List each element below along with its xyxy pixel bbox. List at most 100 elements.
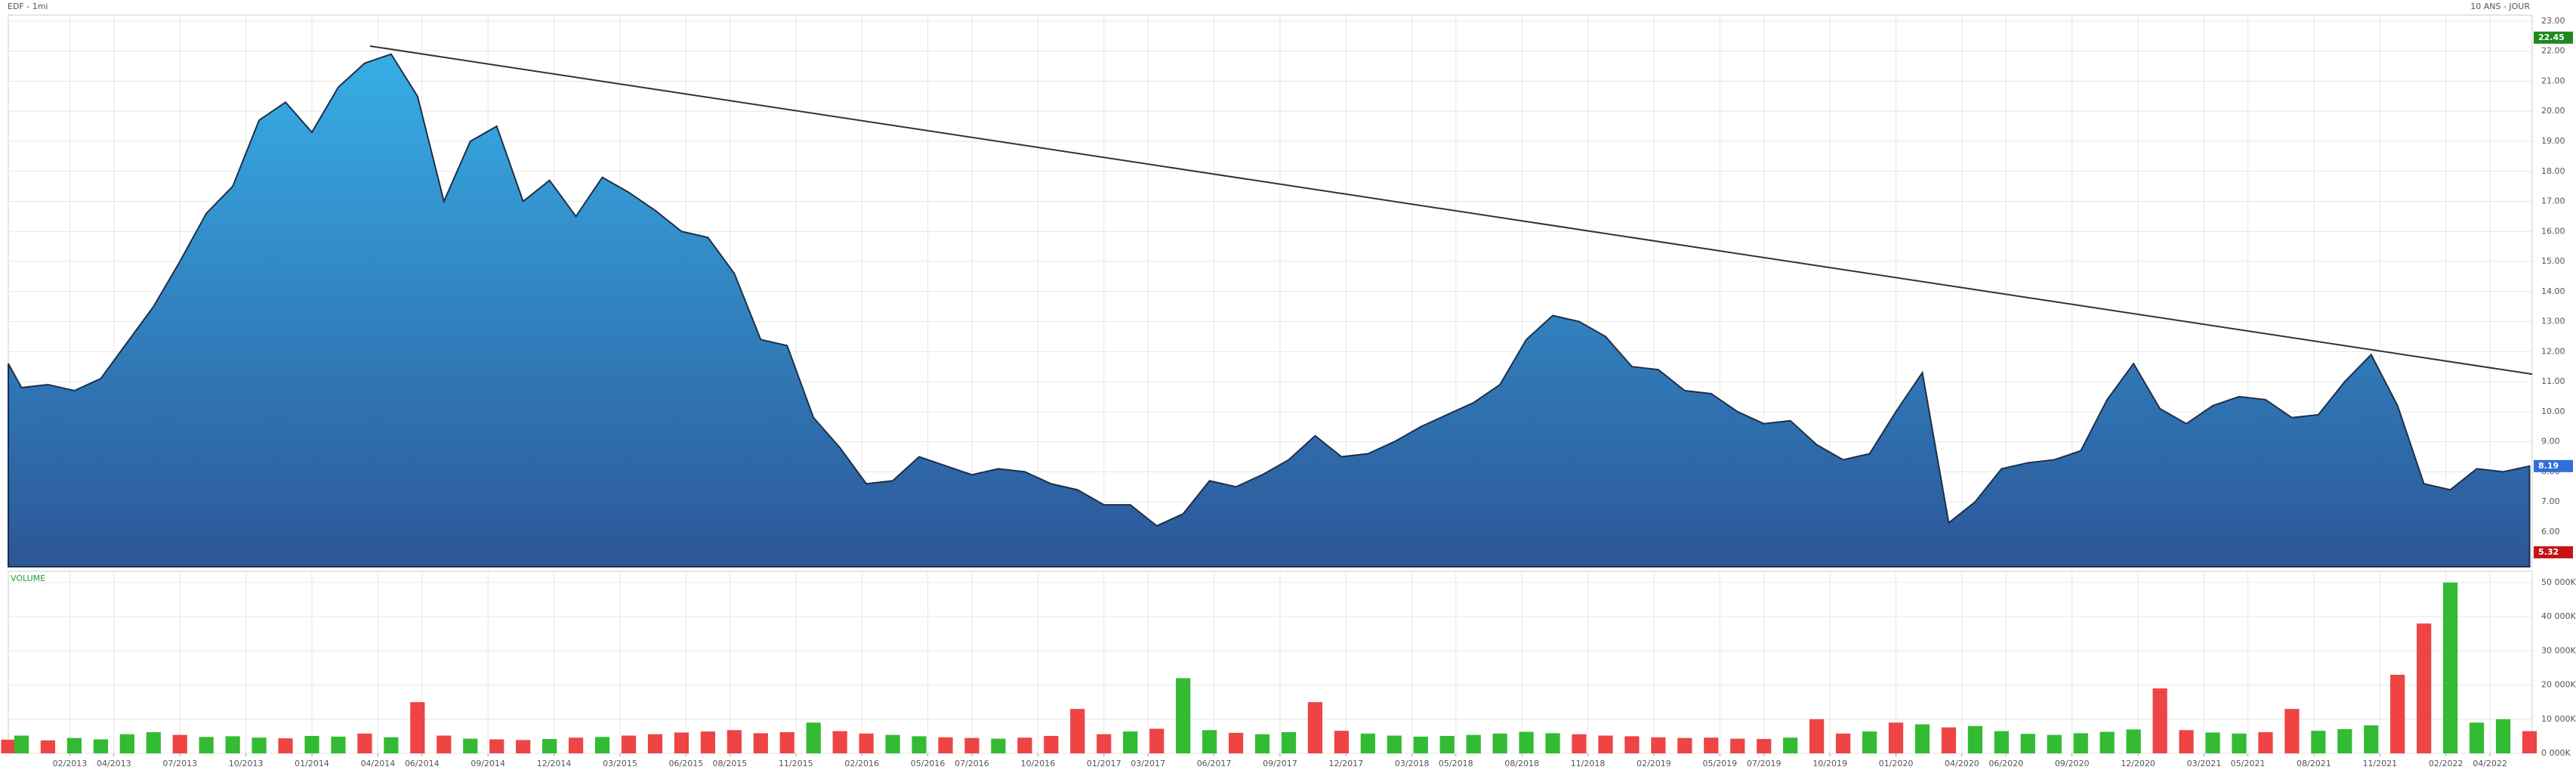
volume-bar — [779, 731, 794, 753]
volume-tick-label: 0 000K — [2541, 748, 2571, 758]
y-tick-label: 20.00 — [2541, 106, 2565, 116]
x-tick-label: 07/2016 — [955, 759, 989, 768]
x-tick-label: 08/2018 — [1504, 759, 1539, 768]
x-tick-label: 07/2019 — [1747, 759, 1782, 768]
x-tick-label: 10/2013 — [229, 759, 264, 768]
volume-bar — [1677, 737, 1692, 753]
volume-bar — [1783, 737, 1798, 753]
y-tick-label: 18.00 — [2541, 166, 2565, 176]
volume-bar — [225, 736, 240, 753]
volume-bar — [2126, 729, 2141, 753]
volume-bar — [1598, 735, 1613, 753]
price-badge — [2534, 459, 2573, 472]
x-tick-label: 02/2022 — [2429, 759, 2463, 768]
x-tick-label: 03/2021 — [2187, 759, 2222, 768]
volume-bar — [1017, 737, 1032, 753]
volume-bar — [2284, 709, 2300, 753]
y-tick-label: 16.00 — [2541, 226, 2565, 236]
volume-bar — [2232, 733, 2247, 753]
x-tick-label: 05/2021 — [2231, 759, 2266, 768]
x-tick-label: 01/2014 — [295, 759, 329, 768]
volume-bar — [568, 737, 584, 753]
volume-bar — [1413, 736, 1428, 753]
volume-bar — [621, 735, 637, 753]
chart-title: EDF - 1mi — [8, 2, 48, 11]
volume-tick-label: 40 000K — [2541, 611, 2576, 621]
volume-bar — [1097, 734, 1112, 753]
volume-bar — [1360, 733, 1375, 753]
y-tick-label: 10.00 — [2541, 407, 2565, 416]
volume-bar — [674, 732, 690, 753]
x-tick-label: 06/2017 — [1197, 759, 1232, 768]
volume-bar — [885, 734, 900, 753]
x-tick-label: 03/2015 — [603, 759, 637, 768]
volume-bar — [1387, 735, 1402, 753]
volume-bar — [2417, 623, 2432, 753]
volume-bar — [938, 737, 953, 753]
volume-bar — [437, 735, 452, 753]
x-tick-label: 12/2017 — [1328, 759, 1363, 768]
volume-bar — [172, 734, 187, 753]
volume-bar — [304, 735, 319, 753]
volume-bar — [1202, 730, 1217, 753]
y-tick-label: 11.00 — [2541, 376, 2565, 386]
volume-bar — [40, 740, 56, 753]
volume-bar — [991, 738, 1006, 753]
volume-bar — [93, 739, 108, 753]
y-tick-label: 15.00 — [2541, 256, 2565, 266]
volume-bar — [2258, 731, 2273, 753]
volume-bar — [516, 740, 531, 753]
volume-bar — [700, 731, 716, 753]
volume-bar — [1466, 734, 1481, 753]
volume-bar — [1, 739, 16, 753]
volume-bar — [14, 735, 29, 753]
volume-bar — [1123, 731, 1138, 753]
volume-bar — [2179, 730, 2194, 753]
y-tick-label: 13.00 — [2541, 317, 2565, 326]
x-tick-label: 05/2018 — [1439, 759, 1473, 768]
volume-bar — [2337, 728, 2352, 753]
volume-bar — [2020, 734, 2035, 753]
x-tick-label: 03/2018 — [1395, 759, 1430, 768]
volume-bar — [1941, 727, 1957, 753]
y-tick-label: 23.00 — [2541, 16, 2565, 26]
x-tick-label: 04/2022 — [2473, 759, 2507, 768]
volume-bar — [2364, 725, 2379, 753]
volume-bar — [331, 736, 346, 753]
volume-bar — [2073, 733, 2088, 753]
volume-bar — [1281, 731, 1297, 753]
volume-bar — [146, 731, 161, 753]
volume-bar — [119, 734, 134, 753]
volume-bar — [859, 733, 874, 753]
volume-bar — [1572, 734, 1587, 753]
volume-bar — [964, 737, 979, 753]
x-tick-label: 08/2021 — [2297, 759, 2331, 768]
x-tick-label: 05/2019 — [1702, 759, 1737, 768]
x-tick-label: 09/2014 — [470, 759, 505, 768]
price-badge-label: 22.45 — [2538, 32, 2565, 42]
x-tick-label: 04/2013 — [97, 759, 131, 768]
volume-bar — [832, 731, 847, 753]
price-badge-label: 5.32 — [2538, 547, 2559, 557]
volume-bar — [1967, 725, 1982, 753]
volume-bar — [912, 736, 927, 753]
x-tick-label: 08/2015 — [713, 759, 748, 768]
volume-bar — [1835, 733, 1851, 753]
volume-bar — [463, 738, 478, 753]
volume-bar — [1228, 732, 1244, 753]
volume-bar — [2390, 675, 2405, 753]
x-tick-label: 01/2020 — [1879, 759, 1914, 768]
volume-bar — [1624, 736, 1640, 753]
volume-bar — [1334, 731, 1350, 753]
x-tick-label: 10/2019 — [1812, 759, 1847, 768]
y-tick-label: 17.00 — [2541, 196, 2565, 206]
x-tick-label: 09/2017 — [1263, 759, 1297, 768]
volume-bar — [2152, 688, 2167, 753]
y-tick-label: 19.00 — [2541, 136, 2565, 146]
price-badge-label: 8.19 — [2538, 461, 2559, 471]
volume-bar — [1862, 731, 1877, 753]
volume-bar — [1492, 733, 1507, 753]
volume-bar — [1888, 722, 1904, 753]
volume-bar — [727, 730, 742, 753]
